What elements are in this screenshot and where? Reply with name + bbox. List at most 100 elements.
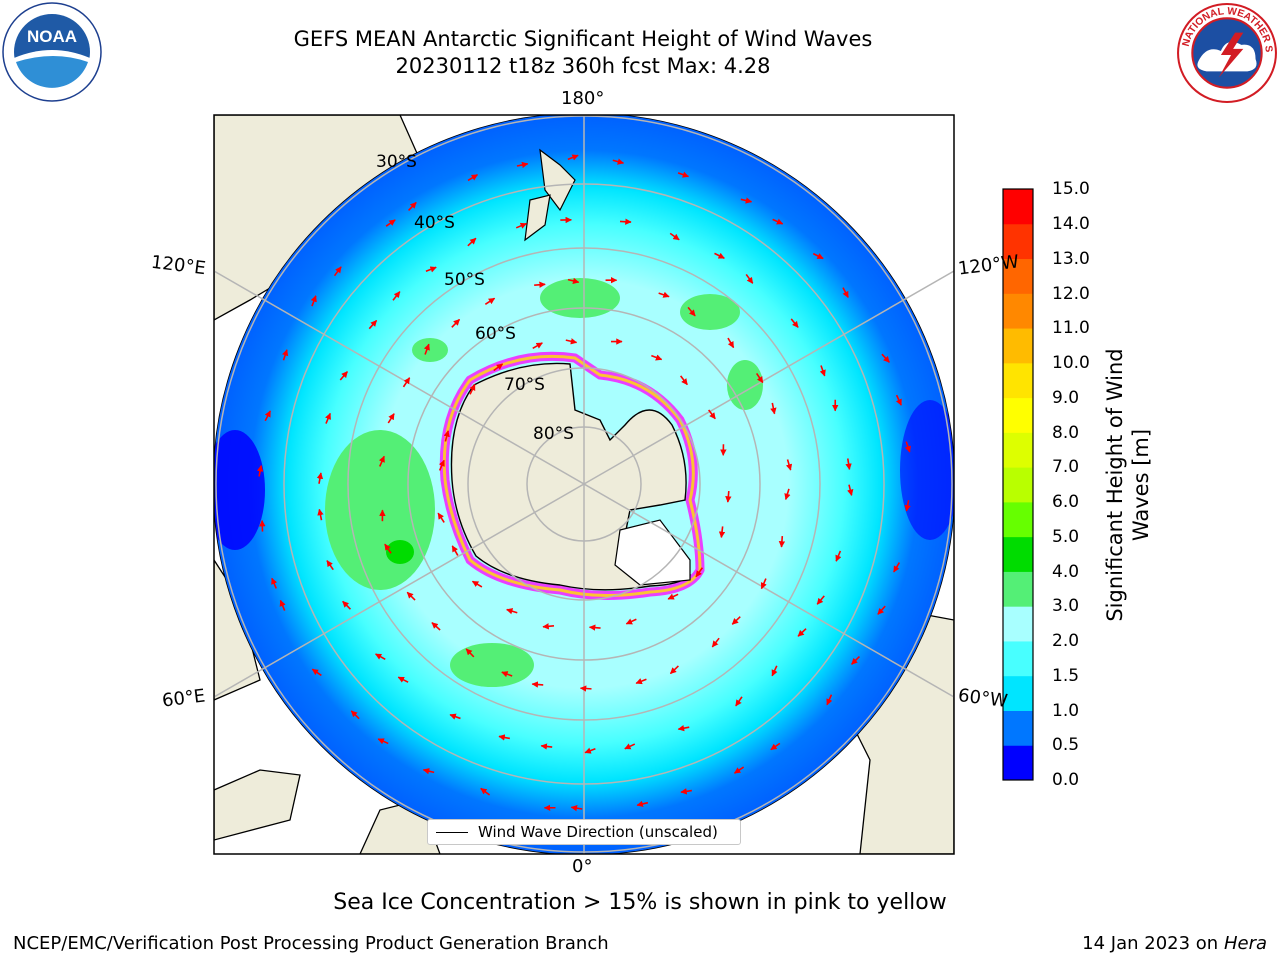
wave-direction-arrow [326, 560, 334, 571]
wave-direction-arrow [895, 394, 902, 406]
wave-direction-arrow [797, 628, 807, 637]
colorbar-segment [1003, 258, 1033, 294]
wave-direction-arrow [711, 637, 720, 648]
wave-direction-arrow [407, 201, 417, 211]
wave-direction-arrow [256, 465, 264, 477]
colorbar-segment [1003, 640, 1033, 677]
colorbar-segment [1003, 745, 1033, 781]
lat-label-30s: 30°S [376, 152, 417, 172]
wave-direction-arrow [579, 685, 592, 692]
colorbar-segment [1003, 606, 1033, 642]
lat-label-80s: 80°S [533, 424, 574, 444]
colorbar-segment [1003, 362, 1033, 399]
wave-direction-arrow [333, 266, 342, 277]
legend-line-swatch [436, 832, 468, 833]
wave-direction-arrow [438, 459, 445, 471]
wave-direction-arrow [311, 668, 322, 677]
wave-direction-arrow [740, 197, 753, 204]
wave-direction-arrow [423, 343, 430, 355]
colorbar-tick: 14.0 [1052, 214, 1090, 234]
wave-direction-arrow [677, 171, 690, 178]
wave-direction-arrow [677, 724, 690, 732]
colorbar-tick: 15.0 [1052, 179, 1090, 199]
wave-direction-arrow [735, 696, 743, 707]
wave-direction-arrow [402, 377, 411, 388]
wave-direction-arrow [378, 455, 385, 467]
sea-ice-note: Sea Ice Concentration > 15% is shown in … [333, 890, 947, 915]
wave-direction-arrow [493, 363, 504, 372]
wave-direction-arrow [271, 577, 278, 589]
footer-date: 14 Jan 2023 on Hera [1082, 933, 1267, 954]
wave-direction-arrow [339, 371, 349, 381]
plot-subtitle: 20230112 t18z 360h fcst Max: 4.28 [395, 54, 771, 78]
wave-direction-arrow [904, 500, 911, 512]
wave-direction-arrow [431, 622, 441, 631]
lat-label-40s: 40°S [414, 213, 455, 233]
wave-direction-arrow [484, 297, 496, 305]
wave-direction-arrow [467, 174, 479, 182]
colorbar-label: Significant Height of Wind Waves [m] [1103, 348, 1153, 622]
wave-direction-arrow [425, 266, 437, 273]
wave-direction-arrow [835, 550, 842, 562]
wave-direction-arrow [310, 295, 317, 307]
footer-host: Hera [1223, 933, 1267, 954]
colorbar-segment [1003, 675, 1033, 711]
wave-direction-arrow [624, 743, 636, 750]
wave-direction-arrow [669, 665, 679, 675]
noaa-logo: NOAA [2, 2, 102, 102]
wave-direction-arrow [506, 608, 518, 615]
colorbar-segment [1003, 501, 1033, 538]
wave-direction-arrow [451, 545, 459, 556]
colorbar-tick: 10.0 [1052, 353, 1090, 373]
wave-direction-arrow [451, 318, 461, 328]
wave-direction-arrow [387, 413, 395, 424]
wave-direction-arrow [588, 624, 601, 631]
wave-direction-arrow [422, 768, 435, 775]
wave-direction-arrow [385, 219, 396, 227]
colorbar-tick: 4.0 [1052, 562, 1080, 582]
lat-label-60s: 60°S [475, 324, 516, 344]
graticule [214, 115, 954, 854]
lat-label-50s: 50°S [444, 270, 485, 290]
colorbar-tick: 7.0 [1052, 457, 1080, 477]
wave-direction-arrow [755, 373, 764, 384]
colorbar-segment [1003, 536, 1033, 572]
wave-direction-arrow [532, 342, 543, 350]
colorbar-tick: 2.0 [1052, 631, 1080, 651]
wave-direction-arrow [842, 287, 849, 298]
colorbar-segment [1003, 467, 1033, 503]
lat-label-70s: 70°S [504, 375, 545, 395]
footer-date-text: 14 Jan 2023 on [1082, 933, 1224, 954]
wave-direction-arrow [708, 409, 716, 420]
wave-direction-arrow [480, 787, 491, 796]
wave-direction-arrow [584, 747, 596, 754]
wave-direction-arrow [317, 508, 324, 521]
wave-direction-arrow [384, 543, 392, 554]
colorbar-segment [1003, 432, 1033, 468]
noaa-logo-text: NOAA [27, 27, 77, 46]
wave-direction-arrow [471, 580, 483, 588]
wave-direction-arrow [667, 593, 679, 600]
wave-direction-arrow [516, 161, 529, 169]
colorbar-segment [1003, 328, 1033, 364]
wave-direction-arrow [790, 318, 799, 328]
wave-direction-arrow [770, 402, 777, 415]
wave-direction-arrow [449, 713, 461, 720]
wave-direction-arrow [570, 804, 583, 812]
wave-direction-arrow [695, 567, 704, 578]
wave-direction-arrow [264, 410, 272, 422]
wave-direction-arrow [625, 618, 637, 625]
wave-direction-arrow [651, 354, 663, 361]
colorbar-tick: 0.5 [1052, 735, 1080, 755]
lon-label-180: 180° [561, 88, 605, 109]
wave-direction-arrow [635, 678, 647, 685]
wave-direction-arrow [826, 694, 833, 706]
wave-direction-arrow [397, 676, 409, 683]
colorbar-segment [1003, 293, 1033, 329]
wave-direction-arrow [465, 648, 475, 658]
colorbar-segment [1003, 397, 1033, 433]
wave-direction-arrow [375, 653, 386, 660]
wave-direction-arrow [772, 218, 784, 225]
colorbar-tick: 1.5 [1052, 666, 1080, 686]
wave-direction-arrow [718, 526, 726, 539]
